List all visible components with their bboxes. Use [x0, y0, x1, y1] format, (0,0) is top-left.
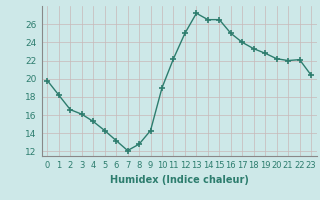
X-axis label: Humidex (Indice chaleur): Humidex (Indice chaleur)	[110, 175, 249, 185]
